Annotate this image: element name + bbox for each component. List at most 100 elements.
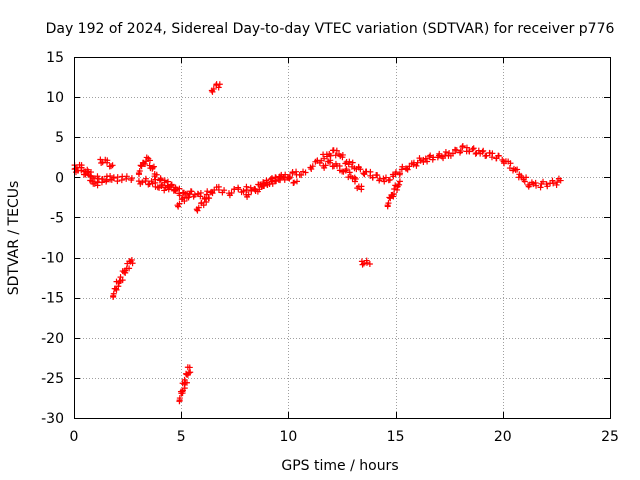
data-point bbox=[347, 173, 354, 180]
x-tick-label: 15 bbox=[387, 429, 405, 445]
data-point bbox=[453, 147, 460, 154]
y-tick-label: 15 bbox=[46, 50, 64, 66]
data-point bbox=[360, 260, 367, 267]
data-point bbox=[209, 190, 216, 197]
data-point bbox=[359, 261, 366, 268]
data-point bbox=[117, 274, 124, 281]
data-point bbox=[424, 158, 431, 165]
data-point bbox=[417, 157, 424, 164]
data-point bbox=[103, 159, 110, 166]
data-point bbox=[302, 169, 309, 176]
data-point bbox=[495, 152, 502, 159]
data-point bbox=[123, 175, 130, 182]
data-point bbox=[110, 290, 117, 297]
data-point bbox=[427, 152, 434, 159]
data-point bbox=[154, 184, 161, 191]
data-point bbox=[506, 165, 513, 172]
data-point bbox=[148, 178, 155, 185]
y-tick-label: 0 bbox=[55, 170, 64, 186]
data-point bbox=[204, 188, 211, 195]
data-point bbox=[554, 179, 561, 186]
data-point bbox=[210, 85, 217, 92]
data-point bbox=[339, 154, 346, 161]
data-point bbox=[358, 186, 365, 193]
data-point bbox=[385, 200, 392, 207]
data-point bbox=[533, 182, 540, 189]
data-point bbox=[298, 172, 305, 179]
data-point bbox=[78, 167, 85, 174]
data-point bbox=[351, 178, 358, 185]
data-point bbox=[422, 155, 429, 162]
grid-lines bbox=[74, 57, 610, 418]
data-point bbox=[136, 171, 143, 178]
data-point bbox=[165, 186, 172, 193]
data-point bbox=[248, 187, 255, 194]
y-tick-label: -20 bbox=[41, 331, 64, 347]
data-point bbox=[138, 163, 145, 170]
data-point bbox=[136, 168, 143, 175]
data-point bbox=[245, 191, 252, 198]
data-point bbox=[410, 161, 417, 168]
data-point bbox=[183, 194, 190, 201]
data-point bbox=[99, 176, 106, 183]
y-tick-label: -30 bbox=[41, 411, 64, 427]
data-point bbox=[128, 256, 135, 263]
data-point bbox=[110, 175, 117, 182]
x-tick-label: 0 bbox=[70, 429, 79, 445]
data-point bbox=[290, 179, 297, 186]
data-point bbox=[286, 175, 293, 182]
data-point bbox=[387, 195, 394, 202]
data-point bbox=[146, 157, 153, 164]
data-point bbox=[413, 162, 420, 169]
data-point bbox=[482, 153, 489, 160]
data-point bbox=[396, 181, 403, 188]
data-point bbox=[126, 265, 133, 272]
data-point bbox=[466, 148, 473, 155]
data-point bbox=[480, 147, 487, 154]
data-point bbox=[414, 159, 421, 166]
data-point bbox=[216, 81, 223, 88]
data-point bbox=[122, 267, 129, 274]
data-point bbox=[115, 283, 122, 290]
data-point bbox=[345, 174, 352, 181]
data-point bbox=[181, 376, 188, 383]
chart-title: Day 192 of 2024, Sidereal Day-to-day VTE… bbox=[46, 21, 615, 37]
data-point bbox=[442, 152, 449, 159]
plot-frame bbox=[74, 57, 611, 419]
data-point bbox=[281, 176, 288, 183]
data-point bbox=[435, 152, 442, 159]
data-point bbox=[479, 148, 486, 155]
x-axis-label: GPS time / hours bbox=[281, 458, 398, 474]
data-point bbox=[143, 154, 150, 161]
data-point bbox=[332, 160, 339, 167]
data-point bbox=[335, 151, 342, 158]
data-point bbox=[221, 187, 228, 194]
data-point bbox=[90, 180, 97, 187]
data-point bbox=[381, 178, 388, 185]
data-point bbox=[384, 203, 391, 210]
data-point bbox=[404, 166, 411, 173]
data-point bbox=[457, 148, 464, 155]
data-point bbox=[139, 179, 146, 186]
data-point bbox=[261, 182, 268, 189]
data-point bbox=[123, 173, 130, 180]
data-point bbox=[438, 153, 445, 160]
data-point bbox=[126, 258, 133, 265]
data-point bbox=[170, 187, 177, 194]
data-point bbox=[357, 166, 364, 173]
data-point bbox=[186, 364, 193, 371]
data-point bbox=[326, 159, 333, 166]
data-point bbox=[332, 152, 339, 159]
data-point bbox=[175, 203, 182, 210]
y-tick-label: -5 bbox=[50, 210, 64, 226]
data-point bbox=[521, 178, 528, 185]
data-point bbox=[135, 178, 142, 185]
data-point bbox=[240, 187, 247, 194]
data-point bbox=[118, 177, 125, 184]
data-point bbox=[385, 177, 392, 184]
data-point bbox=[449, 150, 456, 157]
data-point bbox=[176, 200, 183, 207]
data-points bbox=[71, 81, 564, 405]
data-point bbox=[354, 185, 361, 192]
data-point bbox=[540, 178, 547, 185]
